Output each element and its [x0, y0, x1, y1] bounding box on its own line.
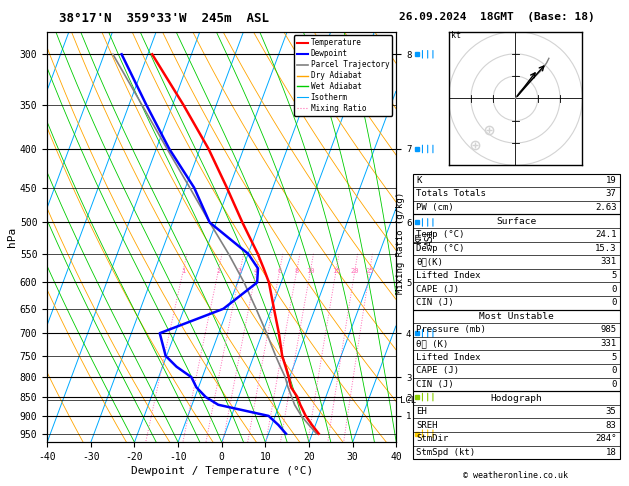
Text: 2: 2: [216, 268, 220, 274]
Text: Lifted Index: Lifted Index: [416, 271, 481, 280]
X-axis label: Dewpoint / Temperature (°C): Dewpoint / Temperature (°C): [131, 466, 313, 476]
Text: θᴇ(K): θᴇ(K): [416, 258, 443, 266]
Text: Lifted Index: Lifted Index: [416, 353, 481, 362]
Text: LCL: LCL: [400, 396, 416, 405]
Text: 26.09.2024  18GMT  (Base: 18): 26.09.2024 18GMT (Base: 18): [399, 12, 595, 22]
Text: 10: 10: [306, 268, 314, 274]
Text: PW (cm): PW (cm): [416, 203, 454, 212]
Text: Mixing Ratio (g/kg): Mixing Ratio (g/kg): [396, 192, 404, 294]
Text: 331: 331: [600, 339, 616, 348]
Text: Totals Totals: Totals Totals: [416, 190, 486, 198]
Text: 24.1: 24.1: [595, 230, 616, 239]
Text: Dewp (°C): Dewp (°C): [416, 244, 465, 253]
Text: 1: 1: [181, 268, 185, 274]
Text: 6: 6: [277, 268, 282, 274]
Text: Hodograph: Hodograph: [491, 394, 542, 402]
Text: 4: 4: [254, 268, 258, 274]
Text: 284°: 284°: [595, 434, 616, 443]
Text: SREH: SREH: [416, 421, 438, 430]
Text: 15.3: 15.3: [595, 244, 616, 253]
Text: 0: 0: [611, 298, 616, 307]
Text: 0: 0: [611, 366, 616, 375]
Text: © weatheronline.co.uk: © weatheronline.co.uk: [464, 471, 568, 480]
Text: 8: 8: [294, 268, 299, 274]
Text: 985: 985: [600, 326, 616, 334]
Text: CAPE (J): CAPE (J): [416, 366, 459, 375]
Text: 5: 5: [611, 353, 616, 362]
Text: 2.63: 2.63: [595, 203, 616, 212]
Text: CIN (J): CIN (J): [416, 298, 454, 307]
Text: 15: 15: [331, 268, 340, 274]
Text: 0: 0: [611, 380, 616, 389]
Text: 83: 83: [606, 421, 616, 430]
Text: Temp (°C): Temp (°C): [416, 230, 465, 239]
Text: 20: 20: [350, 268, 359, 274]
Text: 0: 0: [611, 285, 616, 294]
Text: Surface: Surface: [496, 217, 537, 226]
Text: 38°17'N  359°33'W  245m  ASL: 38°17'N 359°33'W 245m ASL: [58, 12, 269, 25]
Text: 3: 3: [238, 268, 242, 274]
Text: Most Unstable: Most Unstable: [479, 312, 554, 321]
Text: kt: kt: [451, 31, 461, 40]
Text: Pressure (mb): Pressure (mb): [416, 326, 486, 334]
Text: K: K: [416, 176, 422, 185]
Text: 25: 25: [365, 268, 374, 274]
Text: StmSpd (kt): StmSpd (kt): [416, 448, 476, 457]
Text: 331: 331: [600, 258, 616, 266]
Text: 18: 18: [606, 448, 616, 457]
Text: 19: 19: [606, 176, 616, 185]
Text: CAPE (J): CAPE (J): [416, 285, 459, 294]
Text: CIN (J): CIN (J): [416, 380, 454, 389]
Text: 37: 37: [606, 190, 616, 198]
Text: 35: 35: [606, 407, 616, 416]
Text: θᴇ (K): θᴇ (K): [416, 339, 448, 348]
Legend: Temperature, Dewpoint, Parcel Trajectory, Dry Adiabat, Wet Adiabat, Isotherm, Mi: Temperature, Dewpoint, Parcel Trajectory…: [294, 35, 392, 116]
Y-axis label: km
ASL: km ASL: [413, 228, 435, 246]
Text: EH: EH: [416, 407, 427, 416]
Y-axis label: hPa: hPa: [7, 227, 17, 247]
Text: StmDir: StmDir: [416, 434, 448, 443]
Text: 5: 5: [611, 271, 616, 280]
